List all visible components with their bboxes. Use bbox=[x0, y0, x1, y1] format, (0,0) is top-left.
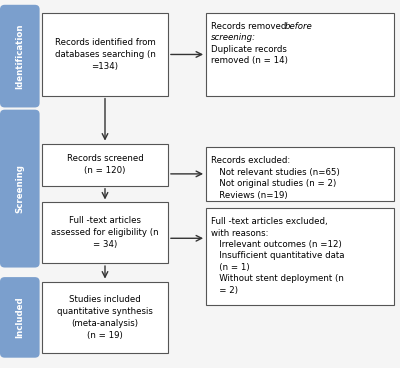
FancyBboxPatch shape bbox=[0, 277, 40, 358]
Text: Not relevant studies (n=65): Not relevant studies (n=65) bbox=[211, 168, 340, 177]
FancyBboxPatch shape bbox=[0, 110, 40, 268]
Text: Full -text articles: Full -text articles bbox=[69, 216, 141, 226]
Text: Included: Included bbox=[16, 297, 24, 339]
Text: (n = 1): (n = 1) bbox=[211, 263, 250, 272]
Text: Records excluded:: Records excluded: bbox=[211, 156, 290, 165]
Text: Not original studies (n = 2): Not original studies (n = 2) bbox=[211, 179, 336, 188]
Text: Insufficient quantitative data: Insufficient quantitative data bbox=[211, 251, 344, 260]
Text: Records removed: Records removed bbox=[211, 22, 289, 31]
Text: Records identified from: Records identified from bbox=[55, 38, 155, 47]
Text: Duplicate records: Duplicate records bbox=[211, 45, 287, 54]
Text: assessed for eligibility (n: assessed for eligibility (n bbox=[51, 228, 159, 237]
FancyBboxPatch shape bbox=[42, 282, 168, 353]
Text: Screening: Screening bbox=[16, 164, 24, 213]
Text: before: before bbox=[285, 22, 312, 31]
Text: screening:: screening: bbox=[211, 33, 256, 42]
Text: (meta-analysis): (meta-analysis) bbox=[72, 319, 138, 328]
Text: Reviews (n=19): Reviews (n=19) bbox=[211, 191, 288, 199]
FancyBboxPatch shape bbox=[0, 5, 40, 107]
Text: = 34): = 34) bbox=[93, 240, 117, 249]
Text: (n = 120): (n = 120) bbox=[84, 166, 126, 175]
Text: removed (n = 14): removed (n = 14) bbox=[211, 56, 288, 65]
Text: quantitative synthesis: quantitative synthesis bbox=[57, 307, 153, 316]
Text: (n = 19): (n = 19) bbox=[87, 330, 123, 340]
Text: Full -text articles excluded,: Full -text articles excluded, bbox=[211, 217, 328, 226]
FancyBboxPatch shape bbox=[206, 13, 394, 96]
Text: Records screened: Records screened bbox=[67, 154, 143, 163]
Text: databases searching (n: databases searching (n bbox=[54, 50, 156, 59]
Text: with reasons:: with reasons: bbox=[211, 229, 268, 237]
Text: =134): =134) bbox=[92, 61, 118, 71]
Text: Identification: Identification bbox=[16, 24, 24, 89]
FancyBboxPatch shape bbox=[42, 144, 168, 186]
Text: Without stent deployment (n: Without stent deployment (n bbox=[211, 274, 344, 283]
FancyBboxPatch shape bbox=[42, 13, 168, 96]
FancyBboxPatch shape bbox=[206, 208, 394, 305]
Text: Studies included: Studies included bbox=[69, 295, 141, 304]
Text: Irrelevant outcomes (n =12): Irrelevant outcomes (n =12) bbox=[211, 240, 342, 249]
FancyBboxPatch shape bbox=[206, 147, 394, 201]
Text: = 2): = 2) bbox=[211, 286, 238, 294]
FancyBboxPatch shape bbox=[42, 202, 168, 263]
